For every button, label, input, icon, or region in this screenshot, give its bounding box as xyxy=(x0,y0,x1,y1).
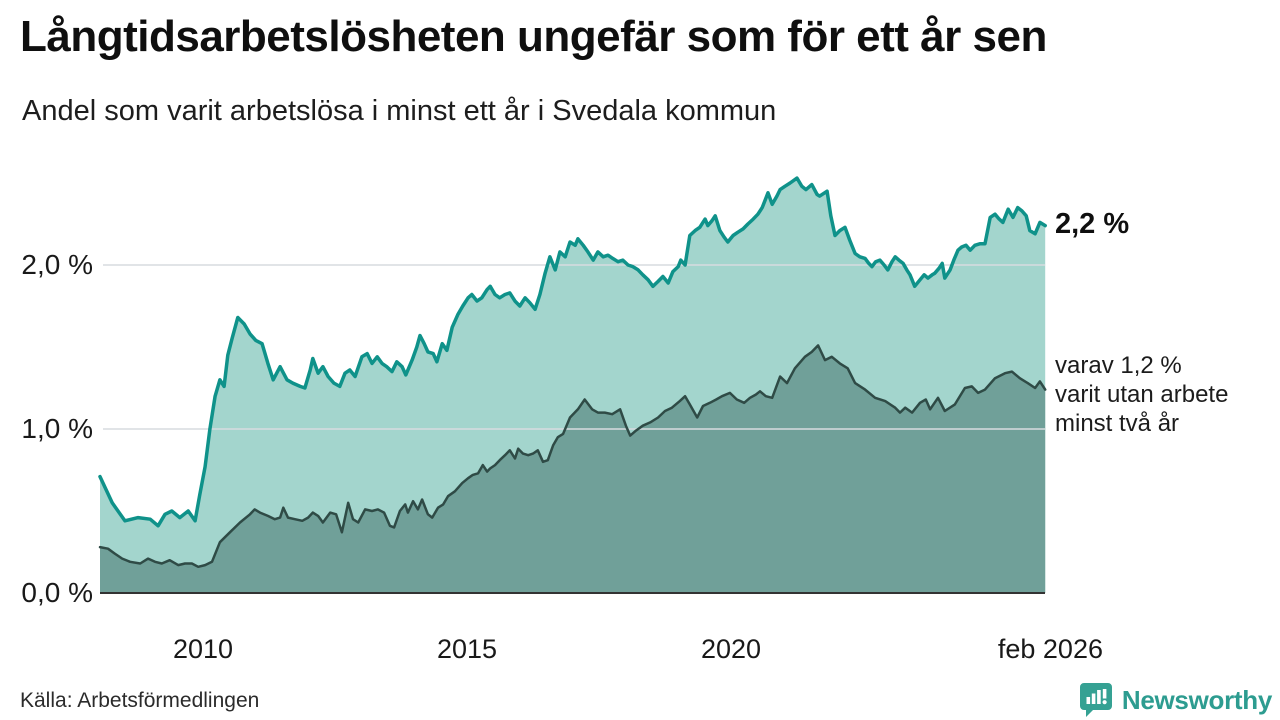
y-tick-label: 0,0 % xyxy=(21,577,93,608)
logo-exclamation xyxy=(1102,689,1107,699)
logo-exclamation-dot xyxy=(1102,700,1107,705)
series-end-label-one-year: 2,2 % xyxy=(1055,208,1130,240)
logo-bar xyxy=(1091,693,1096,704)
line-series-0 xyxy=(98,176,1047,528)
source-note: Källa: Arbetsförmedlingen xyxy=(20,689,260,712)
x-tick-label: 2015 xyxy=(436,634,498,664)
y-tick-label: 2,0 % xyxy=(21,249,93,280)
x-tick-label: 2010 xyxy=(172,634,234,664)
series-end-label-two-years: varav 1,2 % varit utan arbete minst två … xyxy=(1055,351,1228,438)
x-tick-label: feb 2026 xyxy=(997,634,1103,664)
page-title: Långtidsarbetslösheten ungefär som för e… xyxy=(20,12,1047,61)
newsworthy-logo-text: Newsworthy xyxy=(1121,684,1272,715)
logo-bar xyxy=(1086,697,1090,704)
x-tick-label: 2020 xyxy=(700,634,762,664)
line-series-1 xyxy=(98,344,1047,569)
newsworthy-branding: Newsworthy xyxy=(1079,683,1272,717)
chart-subtitle: Andel som varit arbetslösa i minst ett å… xyxy=(22,95,777,127)
end-label-line: minst två år xyxy=(1055,410,1180,437)
y-tick-label: 1,0 % xyxy=(21,413,93,444)
area-fill-series-1 xyxy=(100,345,1046,593)
newsworthy-logo-icon xyxy=(1079,683,1112,717)
end-label-line: varav 1,2 % xyxy=(1055,352,1182,379)
logo-bar xyxy=(1096,690,1101,704)
end-label-line: varit utan arbete xyxy=(1055,381,1229,408)
